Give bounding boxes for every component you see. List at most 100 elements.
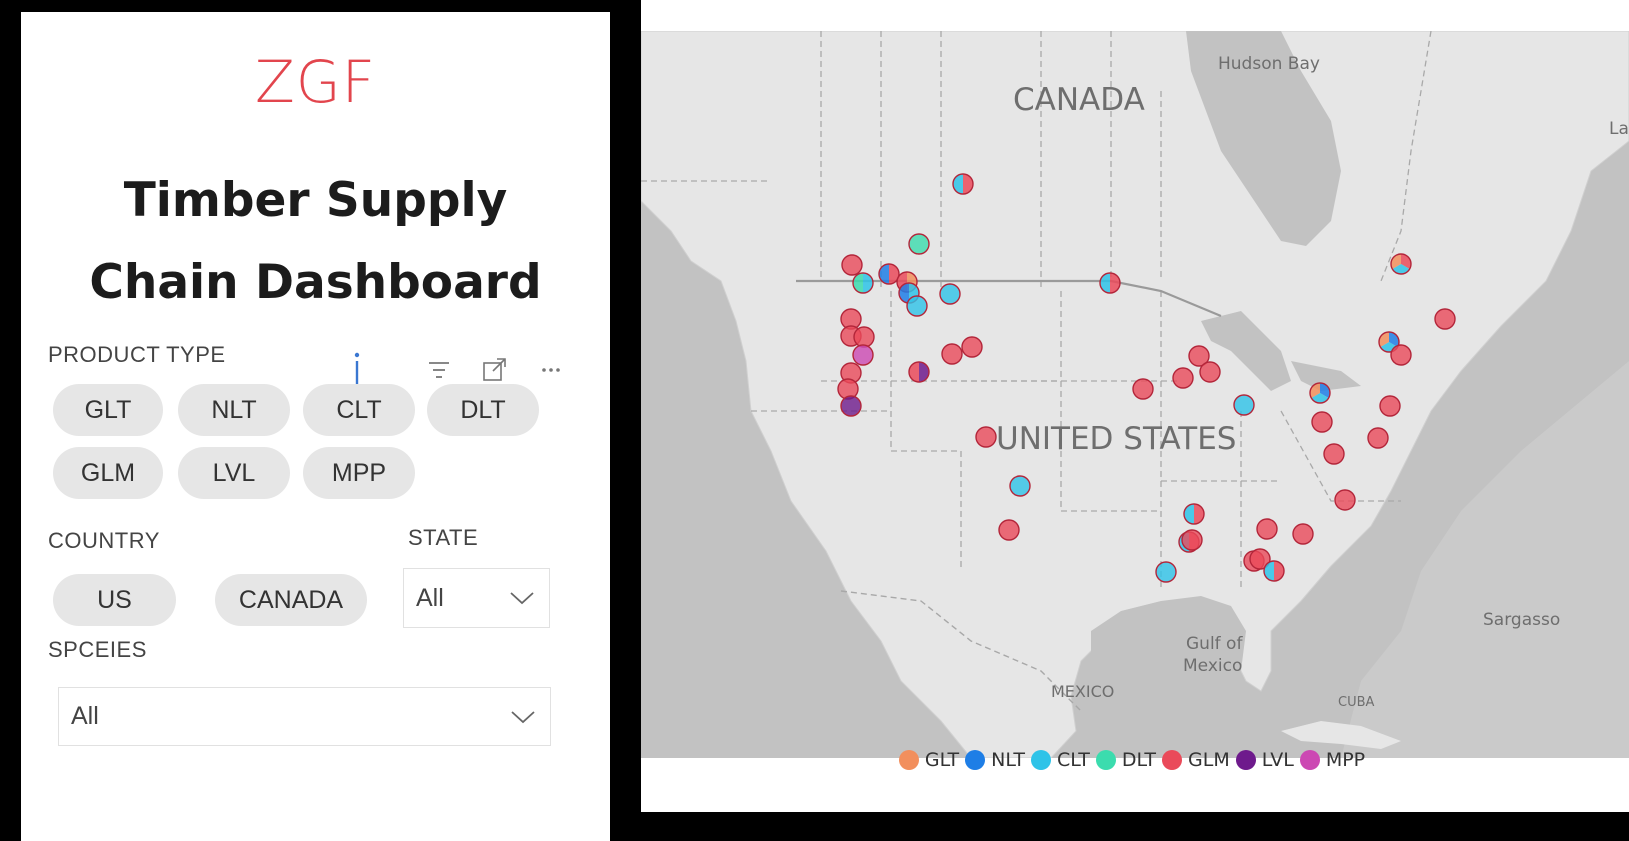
country-label: COUNTRY [48, 528, 160, 553]
map-marker[interactable] [1434, 308, 1456, 330]
map-marker[interactable] [1256, 518, 1278, 540]
map-marker[interactable] [1132, 378, 1154, 400]
map-marker[interactable] [1181, 529, 1203, 551]
label-mexico: MEXICO [1051, 682, 1114, 701]
map-marker[interactable] [952, 173, 974, 195]
us-mexico-border [840, 590, 1082, 712]
legend-item-nlt[interactable]: NLT [965, 749, 1025, 771]
map-marker[interactable] [1390, 253, 1412, 275]
filter-panel: ZGF Timber Supply Chain Dashboard PRODUC… [21, 12, 610, 841]
legend-item-lvl[interactable]: LVL [1235, 749, 1294, 771]
map-marker[interactable] [1334, 489, 1356, 511]
map-marker[interactable] [1379, 395, 1401, 417]
legend-label-mpp: MPP [1325, 749, 1366, 771]
map-marker[interactable] [1249, 548, 1271, 570]
map-marker[interactable] [1183, 503, 1205, 525]
label-la: La [1609, 119, 1629, 139]
map-marker[interactable] [1199, 361, 1221, 383]
product-chip-glm[interactable]: GLM [53, 447, 163, 499]
map-marker[interactable] [1390, 344, 1412, 366]
map-marker[interactable] [908, 361, 930, 383]
map-marker[interactable] [1155, 561, 1177, 583]
filter-icon[interactable] [426, 358, 452, 382]
focus-mode-icon[interactable] [481, 356, 509, 384]
state-dropdown-value: All [416, 583, 444, 612]
more-options-icon[interactable] [539, 358, 563, 382]
label-canada: CANADA [1013, 82, 1145, 118]
map-legend: GLT NLT CLT DLT GLM LVL MPP [641, 745, 1629, 775]
legend-label-glt: GLT [924, 749, 960, 771]
country-chip-us[interactable]: US [53, 574, 176, 626]
map-marker[interactable] [908, 233, 930, 255]
label-gulf-line1: Gulf of [1186, 634, 1243, 654]
map-marker[interactable] [1172, 367, 1194, 389]
legend-swatch-clt [1030, 750, 1051, 770]
map-marker[interactable] [1309, 382, 1331, 404]
map-marker[interactable] [961, 336, 983, 358]
gulf-of-mexico [1091, 596, 1246, 706]
info-icon[interactable] [351, 350, 363, 390]
legend-swatch-lvl [1235, 750, 1256, 770]
map-marker[interactable] [1233, 394, 1255, 416]
map-canvas[interactable]: CANADA UNITED STATES Hudson Bay Gulf of … [641, 31, 1629, 758]
legend-item-clt[interactable]: CLT [1030, 749, 1090, 771]
legend-label-glm: GLM [1188, 749, 1230, 771]
product-chip-lvl[interactable]: LVL [178, 447, 290, 499]
map-marker[interactable] [1009, 475, 1031, 497]
visual-toolbar [351, 350, 581, 390]
map-marker[interactable] [1311, 411, 1333, 433]
legend-label-lvl: LVL [1261, 749, 1294, 771]
atlantic-region [1341, 361, 1629, 758]
product-chip-clt[interactable]: CLT [303, 384, 415, 436]
title-line-2: Chain Dashboard [89, 255, 542, 310]
map-marker[interactable] [852, 344, 874, 366]
species-dropdown[interactable]: All [58, 687, 551, 746]
zgf-logo: ZGF [254, 48, 377, 116]
map-marker[interactable] [998, 519, 1020, 541]
state-dropdown[interactable]: All [403, 568, 550, 628]
label-sargasso: Sargasso [1483, 610, 1560, 630]
title-line-1: Timber Supply [123, 173, 508, 228]
label-united-states: UNITED STATES [996, 421, 1236, 457]
country-chip-canada[interactable]: CANADA [215, 574, 367, 626]
map-marker[interactable] [1188, 345, 1210, 367]
product-chip-mpp[interactable]: MPP [303, 447, 415, 499]
map-marker[interactable] [975, 426, 997, 448]
map-marker[interactable] [878, 263, 900, 285]
chevron-down-icon [511, 710, 535, 723]
map-marker[interactable] [1323, 443, 1345, 465]
product-chip-dlt[interactable]: DLT [427, 384, 539, 436]
legend-swatch-dlt [1095, 750, 1116, 770]
canada-us-border [796, 279, 1222, 318]
legend-label-nlt: NLT [991, 749, 1025, 771]
legend-swatch-glm [1162, 750, 1183, 770]
product-chip-glt[interactable]: GLT [53, 384, 163, 436]
legend-item-mpp[interactable]: MPP [1299, 749, 1366, 771]
map-marker[interactable] [840, 395, 862, 417]
map-marker[interactable] [939, 283, 961, 305]
legend-item-glm[interactable]: GLM [1162, 749, 1230, 771]
legend-item-dlt[interactable]: DLT [1095, 749, 1157, 771]
product-chip-nlt[interactable]: NLT [178, 384, 290, 436]
product-type-label: PRODUCT TYPE [48, 342, 226, 367]
chevron-down-icon [510, 592, 534, 605]
border-lines [641, 31, 1432, 591]
map-marker[interactable] [906, 295, 928, 317]
great-lakes [1201, 311, 1361, 391]
legend-swatch-nlt [965, 750, 986, 770]
label-hudson-bay: Hudson Bay [1218, 54, 1320, 74]
map-marker[interactable] [1099, 272, 1121, 294]
map-marker[interactable] [1367, 427, 1389, 449]
map-marker[interactable] [853, 326, 875, 348]
legend-swatch-glt [898, 750, 919, 770]
map-marker[interactable] [841, 254, 863, 276]
legend-item-glt[interactable]: GLT [898, 749, 960, 771]
map-marker[interactable] [1292, 523, 1314, 545]
map-marker[interactable] [941, 343, 963, 365]
label-gulf-line2: Mexico [1183, 656, 1242, 676]
map-visual: CANADA UNITED STATES Hudson Bay Gulf of … [641, 0, 1629, 812]
map-markers [837, 173, 1456, 583]
map-marker[interactable] [852, 272, 874, 294]
map-marker[interactable] [1263, 560, 1285, 582]
legend-label-dlt: DLT [1121, 749, 1157, 771]
